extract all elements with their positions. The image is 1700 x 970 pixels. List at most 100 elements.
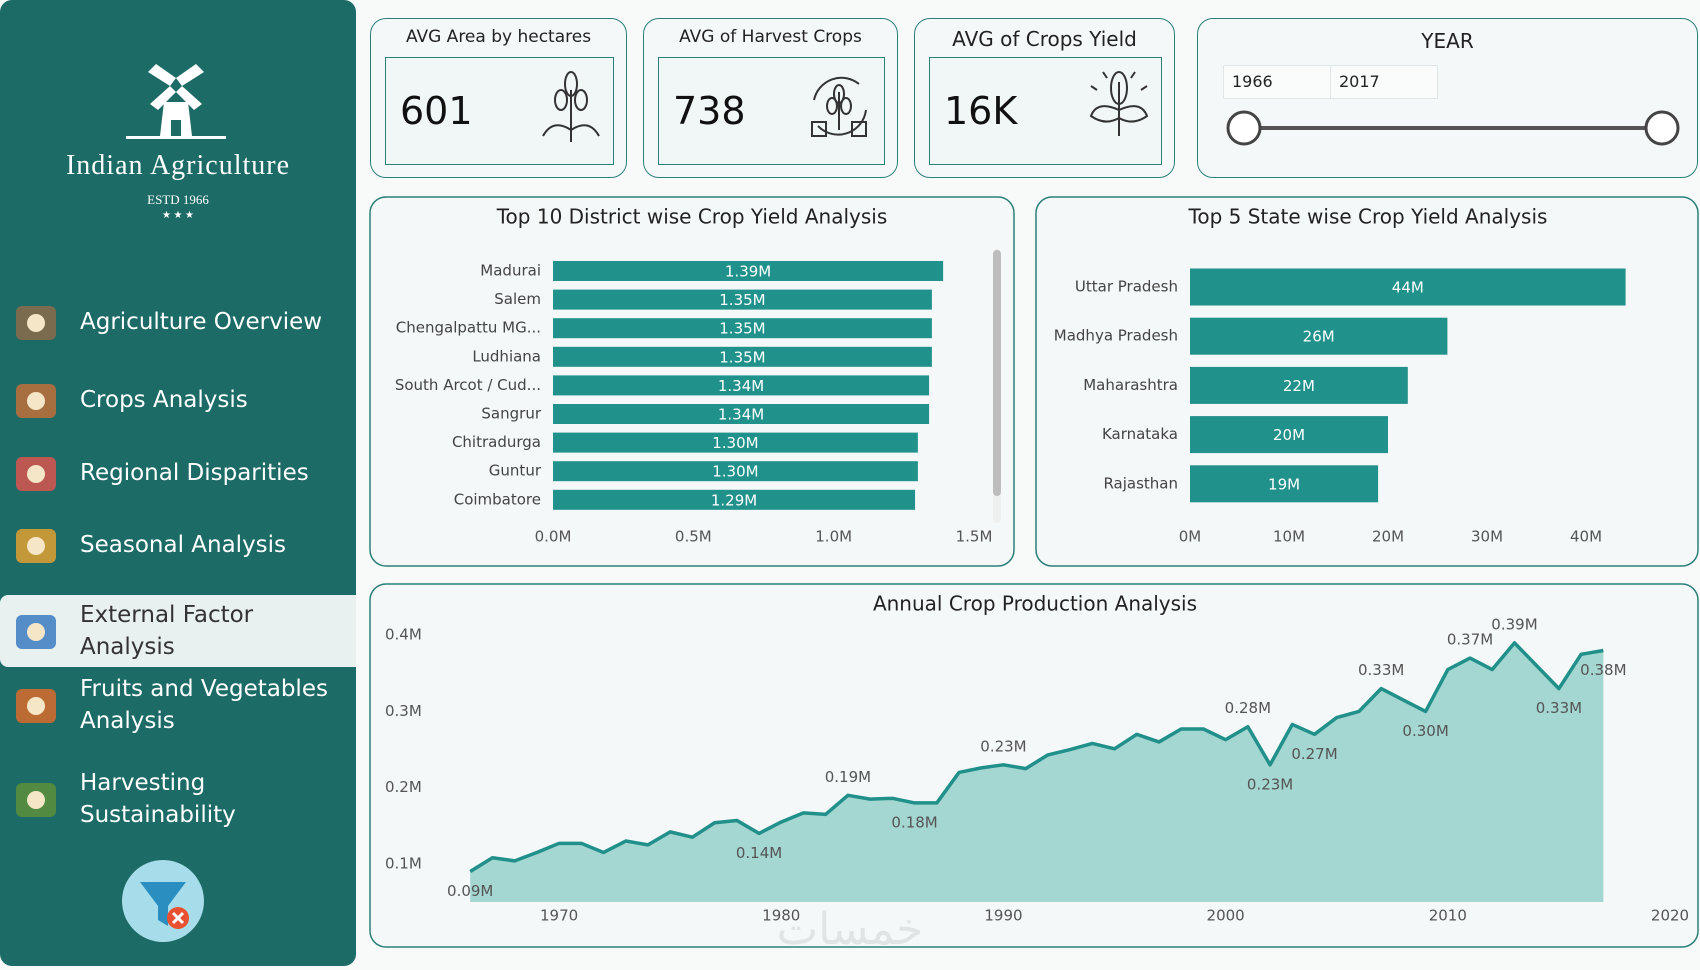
scrollbar-thumb[interactable] bbox=[993, 250, 1001, 496]
data-label: 0.19M bbox=[825, 768, 871, 786]
nav-label: Regional Disparities bbox=[80, 460, 309, 486]
data-label: 1.35M bbox=[719, 320, 765, 338]
kpi-card: AVG Area by hectares 601 bbox=[370, 18, 627, 178]
category-label: Guntur bbox=[489, 462, 542, 480]
y-tick-label: 0.2M bbox=[385, 778, 422, 796]
kpi-card: AVG of Harvest Crops 738 bbox=[643, 18, 898, 178]
kpi-card: AVG of Crops Yield 16K bbox=[914, 18, 1175, 178]
slider-handle[interactable] bbox=[1644, 110, 1680, 146]
nav-icon bbox=[16, 615, 56, 649]
y-tick-label: 0.1M bbox=[385, 854, 422, 872]
x-tick-label: 2010 bbox=[1429, 907, 1467, 925]
chart-title: Top 10 District wise Crop Yield Analysis bbox=[496, 205, 888, 229]
nav-item[interactable]: Seasonal Analysis bbox=[0, 509, 356, 581]
clear-filters-button[interactable] bbox=[122, 860, 204, 942]
data-label: 1.35M bbox=[719, 348, 765, 366]
x-tick-label: 0.5M bbox=[675, 528, 712, 546]
y-tick-label: 0.3M bbox=[385, 702, 422, 720]
x-tick-label: 40M bbox=[1570, 528, 1602, 546]
kpi-label: AVG Area by hectares bbox=[405, 27, 592, 47]
category-label: Madurai bbox=[480, 262, 541, 280]
area bbox=[470, 642, 1604, 902]
nav-item[interactable]: Fruits and Vegetables Analysis bbox=[0, 669, 356, 741]
category-label: Chengalpattu MG... bbox=[396, 319, 541, 337]
bar bbox=[553, 261, 944, 281]
nav-label: Crops Analysis bbox=[80, 387, 248, 413]
x-tick-label: 1990 bbox=[984, 907, 1022, 925]
nav-item[interactable]: Regional Disparities bbox=[0, 437, 356, 509]
category-label: Madhya Pradesh bbox=[1054, 327, 1178, 345]
data-label: 1.29M bbox=[711, 491, 757, 509]
bar bbox=[553, 318, 932, 339]
bar bbox=[553, 346, 932, 367]
x-tick-label: 1970 bbox=[540, 907, 578, 925]
data-label: 0.39M bbox=[1491, 615, 1537, 633]
year-end[interactable]: 2017 bbox=[1330, 65, 1438, 99]
kpi-box: 738 bbox=[658, 57, 885, 165]
category-label: Uttar Pradesh bbox=[1075, 278, 1178, 296]
bar bbox=[553, 289, 932, 310]
icon bbox=[811, 76, 867, 137]
category-label: Ludhiana bbox=[472, 347, 541, 365]
nav-item[interactable]: External Factor Analysis bbox=[0, 595, 356, 667]
kpi-box: 16K bbox=[929, 57, 1162, 165]
data-label: 0.23M bbox=[1247, 775, 1293, 793]
year-start[interactable]: 1966 bbox=[1223, 65, 1331, 99]
data-label: 0.30M bbox=[1402, 722, 1448, 740]
bar bbox=[553, 461, 918, 482]
x-tick-label: 2020 bbox=[1651, 907, 1689, 925]
data-label: 1.30M bbox=[712, 463, 758, 481]
logo bbox=[126, 64, 226, 139]
data-label: 0.27M bbox=[1291, 745, 1337, 763]
kpi-value: 601 bbox=[400, 89, 473, 133]
kpi-value: 738 bbox=[673, 89, 746, 133]
watermark: خمسات bbox=[777, 904, 924, 955]
kpi-label: AVG of Crops Yield bbox=[952, 27, 1137, 51]
bar bbox=[1190, 268, 1626, 306]
category-label: South Arcot / Cud... bbox=[395, 376, 541, 394]
y-tick-label: 0.4M bbox=[385, 626, 422, 644]
data-label: 1.39M bbox=[725, 263, 771, 281]
chart-title: Top 5 State wise Crop Yield Analysis bbox=[1188, 205, 1548, 229]
data-label: 1.34M bbox=[718, 377, 764, 395]
data-label: 0.33M bbox=[1536, 699, 1582, 717]
slider[interactable] bbox=[1218, 105, 1688, 155]
data-label: 0.33M bbox=[1358, 661, 1404, 679]
nav-icon bbox=[16, 457, 56, 491]
nav-item[interactable]: Crops Analysis bbox=[0, 364, 356, 436]
nav-item[interactable]: Agriculture Overview bbox=[0, 286, 356, 358]
data-label: 0.38M bbox=[1580, 661, 1626, 679]
data-label: 0.28M bbox=[1225, 699, 1271, 717]
data-label: 0.37M bbox=[1447, 631, 1493, 649]
data-label: 1.35M bbox=[719, 291, 765, 309]
nav-label: External Factor Analysis bbox=[80, 602, 254, 660]
nav-item[interactable]: Harvesting Sustainability bbox=[0, 763, 356, 835]
icon bbox=[542, 71, 600, 142]
brand-stars: ★ ★ ★ bbox=[162, 210, 194, 221]
kpi-box: 601 bbox=[385, 57, 614, 165]
nav-label: Agriculture Overview bbox=[80, 309, 323, 335]
data-label: 22M bbox=[1283, 377, 1315, 395]
data-label: 0.09M bbox=[447, 882, 493, 900]
brand-established: ESTD 1966 bbox=[147, 192, 209, 207]
bar bbox=[1190, 465, 1379, 503]
chart-title: Annual Crop Production Analysis bbox=[873, 592, 1197, 616]
filter-icon bbox=[140, 882, 189, 929]
x-tick-label: 1980 bbox=[762, 907, 800, 925]
nav-icon bbox=[16, 783, 56, 817]
category-label: Chitradurga bbox=[452, 433, 541, 451]
data-label: 20M bbox=[1273, 426, 1305, 444]
data-label: 0.18M bbox=[891, 813, 937, 831]
data-label: 26M bbox=[1303, 328, 1335, 346]
nav-icon bbox=[16, 689, 56, 723]
bar bbox=[1190, 416, 1388, 454]
nav-icon bbox=[16, 529, 56, 563]
bar bbox=[553, 375, 930, 396]
category-label: Sangrur bbox=[481, 405, 541, 423]
brand-name: Indian Agriculture bbox=[65, 150, 291, 181]
slider-handle[interactable] bbox=[1226, 110, 1262, 146]
data-label: 0.14M bbox=[736, 844, 782, 862]
data-label: 1.34M bbox=[718, 406, 764, 424]
